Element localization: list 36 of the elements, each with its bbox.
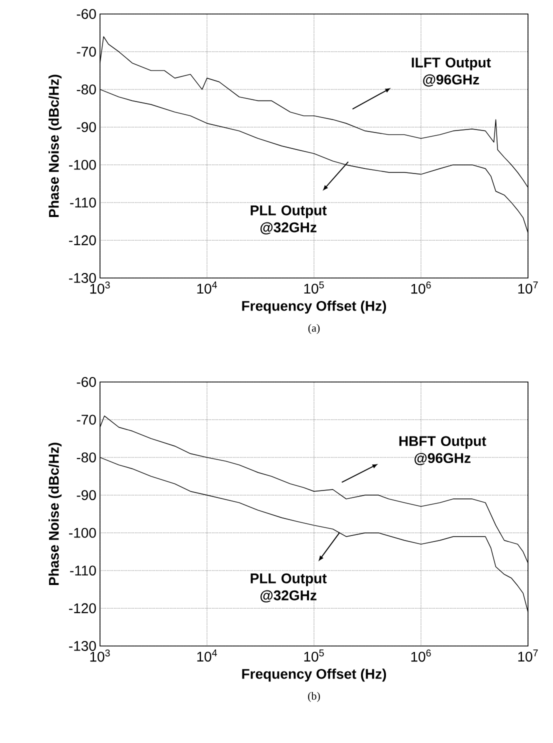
y-tick-label: -70 [76, 46, 96, 57]
y-tick-label: -110 [70, 198, 96, 208]
y-tick-label: -130 [69, 273, 96, 283]
x-tick-label: 10$^{3}$ [90, 650, 110, 662]
x-axis-title: Frequency Offset (Hz) [242, 300, 386, 314]
y-tick-label: -100 [69, 528, 96, 538]
y-tick-label: -70 [76, 414, 96, 425]
x-tick-label: 10$^{5}$ [304, 650, 324, 662]
x-tick-label: 10$^{7}$ [518, 282, 538, 294]
y-tick-label: -60 [76, 377, 96, 387]
x-tick-label: 10$^{3}$ [90, 282, 110, 294]
x-tick-label: 10$^{4}$ [197, 282, 217, 294]
y-tick-label: -120 [69, 235, 96, 246]
y-tick-label: -80 [76, 84, 96, 94]
text: HBFT Output @96GHz [399, 436, 486, 466]
x-tick-label: 10$^{6}$ [411, 282, 431, 294]
y-tick-label: -90 [76, 490, 96, 500]
x-tick-label: 10$^{7}$ [518, 650, 538, 662]
y-tick-label: -120 [69, 603, 96, 614]
y-tick-label: -90 [76, 122, 96, 132]
legend-label: PLL Output @32GHz [250, 205, 327, 234]
y-tick-label: -100 [69, 160, 96, 170]
y-axis-title: Phase Noise (dBc/Hz) [48, 442, 62, 586]
text: (b) [308, 692, 320, 702]
x-tick-label: 10$^{6}$ [411, 650, 431, 662]
y-axis-title: Phase Noise (dBc/Hz) [48, 74, 62, 218]
y-tick-label: -110 [70, 566, 96, 576]
x-tick-label: 10$^{4}$ [197, 650, 217, 662]
text: ILFT Output @96GHz [412, 58, 491, 87]
y-tick-label: -80 [76, 452, 96, 462]
text: (a) [308, 324, 320, 334]
legend-label: PLL Output @32GHz [250, 573, 327, 602]
y-tick-label: -60 [76, 9, 96, 19]
x-axis-title: Frequency Offset (Hz) [242, 668, 386, 682]
y-tick-label: -130 [69, 641, 96, 651]
x-tick-label: 10$^{5}$ [304, 282, 324, 294]
